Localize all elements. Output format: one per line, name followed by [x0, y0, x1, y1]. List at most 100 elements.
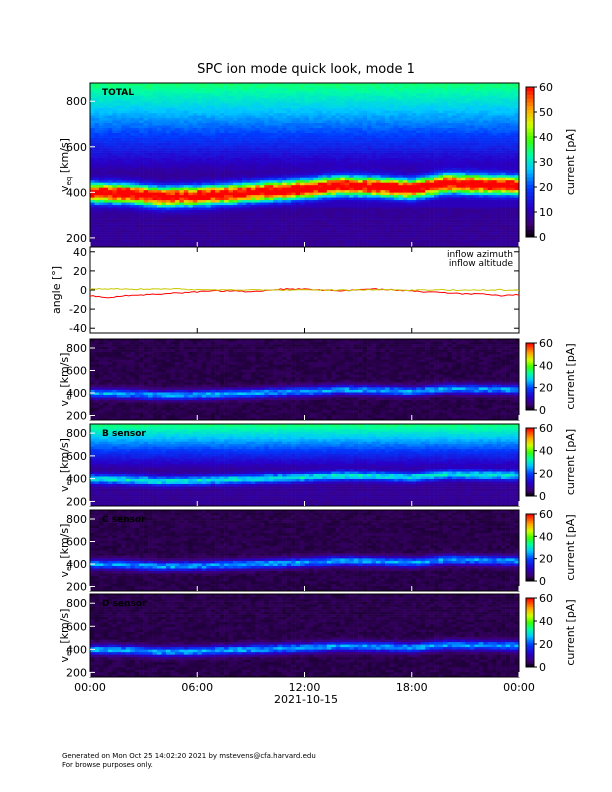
spectrogram-cell: [358, 214, 363, 218]
spectrogram-cell: [376, 150, 381, 153]
spectrogram-cell: [183, 172, 189, 176]
spectrogram-cell: [143, 209, 149, 213]
spectrogram-cell: [179, 232, 185, 235]
spectrogram-cell: [237, 132, 243, 136]
spectrogram-cell: [322, 192, 328, 196]
spectrogram-cell: [210, 125, 216, 129]
spectrogram-cell: [268, 232, 274, 235]
spectrogram-cell: [94, 155, 100, 158]
spectrogram-cell: [259, 132, 265, 136]
spectrogram-cell: [286, 169, 292, 173]
spectrogram-cell: [259, 229, 265, 233]
spectrogram-cell: [116, 184, 122, 188]
spectrogram-cell: [237, 194, 243, 198]
spectrogram-cell: [344, 184, 350, 188]
spectrogram-cell: [384, 145, 390, 148]
spectrogram-cell: [183, 115, 189, 119]
spectrogram-cell: [233, 152, 238, 156]
spectrogram-cell: [130, 222, 135, 225]
spectrogram-cell: [183, 95, 189, 99]
spectrogram-cell: [107, 197, 113, 201]
spectrogram-cell: [384, 209, 390, 213]
spectrogram-cell: [112, 194, 118, 198]
spectrogram-cell: [157, 187, 162, 191]
spectrogram-cell: [241, 199, 247, 203]
spectrogram-cell: [313, 105, 319, 109]
spectrogram-cell: [286, 150, 292, 153]
spectrogram-cell: [246, 92, 252, 96]
spectrogram-cell: [125, 234, 131, 238]
spectrogram-cell: [188, 115, 194, 119]
spectrogram-cell: [335, 95, 341, 99]
spectrogram-cell: [317, 244, 323, 248]
spectrogram-cell: [98, 142, 104, 146]
spectrogram-cell: [273, 209, 278, 213]
spectrogram-cell: [224, 229, 229, 233]
spectrogram-cell: [264, 214, 270, 218]
spectrogram-cell: [255, 155, 261, 158]
spectrogram-cell: [407, 182, 413, 186]
spectrogram-cell: [121, 204, 127, 208]
spectrogram-cell: [317, 212, 323, 215]
spectrogram-cell: [103, 244, 109, 248]
spectrogram-cell: [425, 162, 430, 166]
spectrogram-cell: [170, 87, 176, 91]
spectrogram-cell: [420, 97, 426, 101]
spectrogram-cell: [215, 92, 220, 96]
spectrogram-cell: [411, 165, 417, 168]
spectrogram-cell: [228, 227, 234, 230]
spectrogram-cell: [94, 160, 100, 163]
spectrogram-cell: [121, 87, 127, 91]
spectrogram-cell: [125, 242, 131, 245]
spectrogram-cell: [389, 197, 395, 201]
spectrogram-cell: [353, 204, 359, 208]
spectrogram-cell: [206, 132, 211, 136]
spectrogram-cell: [362, 177, 368, 181]
spectrogram-cell: [98, 192, 104, 196]
spectrogram-cell: [407, 174, 413, 178]
spectrogram-cell: [268, 110, 274, 114]
spectrogram-cell: [152, 152, 158, 156]
spectrogram-cell: [371, 95, 377, 99]
spectrogram-cell: [362, 197, 368, 201]
spectrogram-cell: [237, 199, 243, 203]
spectrogram-cell: [148, 117, 153, 121]
spectrogram-cell: [344, 105, 350, 109]
spectrogram-cell: [139, 192, 144, 196]
spectrogram-cell: [148, 187, 153, 191]
spectrogram-cell: [353, 145, 359, 148]
spectrogram-cell: [246, 197, 252, 201]
spectrogram-cell: [259, 95, 265, 99]
spectrogram-cell: [389, 192, 395, 196]
spectrogram-cell: [344, 135, 350, 138]
spectrogram-cell: [416, 199, 421, 203]
spectrogram-cell: [308, 132, 314, 136]
spectrogram-cell: [286, 184, 292, 188]
spectrogram-cell: [188, 219, 194, 223]
spectrogram-cell: [121, 222, 127, 225]
spectrogram-cell: [237, 192, 243, 196]
spectrogram-cell: [268, 229, 274, 233]
spectrogram-cell: [219, 214, 225, 218]
spectrogram-cell: [416, 179, 421, 183]
spectrogram-cell: [157, 110, 162, 114]
spectrogram-cell: [353, 222, 359, 225]
spectrogram-cell: [291, 132, 296, 136]
spectrogram-cell: [335, 227, 341, 230]
spectrogram-cell: [201, 147, 207, 151]
spectrogram-cell: [215, 147, 220, 151]
spectrogram-cell: [358, 167, 363, 171]
spectrogram-cell: [308, 197, 314, 201]
spectrogram-cell: [174, 120, 180, 124]
spectrogram-cell: [237, 229, 243, 233]
spectrogram-cell: [277, 105, 283, 109]
spectrogram-cell: [291, 112, 296, 116]
spectrogram-cell: [139, 234, 144, 238]
spectrogram-cell: [179, 239, 185, 243]
spectrogram-cell: [340, 227, 346, 230]
spectrogram-cell: [259, 179, 265, 183]
spectrogram-cell: [331, 202, 337, 206]
spectrogram-cell: [107, 219, 113, 223]
spectrogram-cell: [416, 174, 421, 178]
spectrogram-cell: [179, 105, 185, 109]
